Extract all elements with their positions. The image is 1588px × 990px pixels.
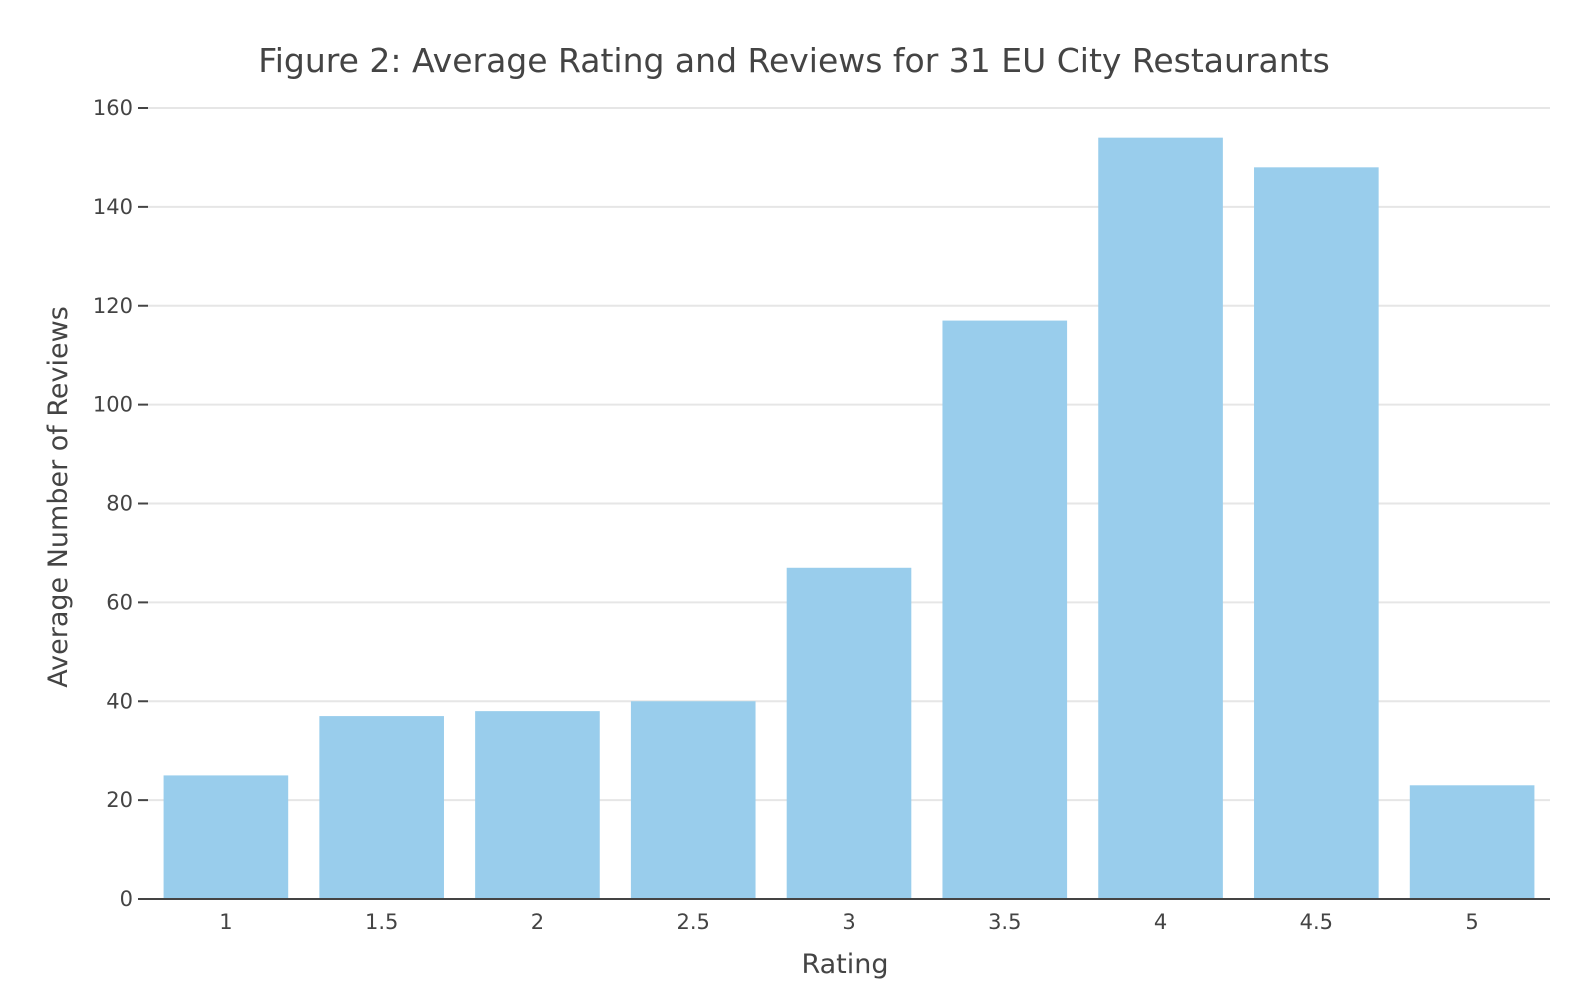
bar-5[interactable] — [1409, 785, 1535, 899]
bar-2[interactable] — [475, 711, 600, 899]
x-tick-label: 4.5 — [1300, 910, 1333, 934]
y-tick-label: 60 — [106, 590, 133, 614]
y-tick-label: 160 — [93, 96, 133, 120]
bars — [163, 137, 1535, 900]
bar-2.5[interactable] — [630, 701, 756, 899]
x-tick-label: 5 — [1465, 910, 1478, 934]
y-tick-label: 140 — [93, 195, 133, 219]
x-tick-labels: 1 1.5 2 2.5 3 3.5 4 4.5 5 — [219, 910, 1479, 934]
y-tick-label: 80 — [106, 492, 133, 516]
bar-3[interactable] — [786, 567, 912, 899]
x-tick-label: 1 — [219, 910, 232, 934]
y-tick-labels: 0 20 40 60 80 100 120 140 160 — [93, 96, 148, 911]
y-tick-label: 100 — [93, 393, 133, 417]
bar-1.5[interactable] — [319, 716, 444, 899]
x-tick-label: 1.5 — [365, 910, 398, 934]
y-axis-title: Average Number of Reviews — [43, 306, 74, 688]
bar-4[interactable] — [1098, 137, 1223, 900]
bar-4.5[interactable] — [1254, 167, 1379, 899]
x-axis-title: Rating — [801, 949, 888, 980]
chart-title: Figure 2: Average Rating and Reviews for… — [258, 41, 1330, 80]
y-tick-label: 40 — [106, 689, 133, 713]
y-tick-label: 0 — [120, 887, 133, 911]
x-tick-label: 3.5 — [988, 910, 1021, 934]
y-tick-label: 120 — [93, 294, 133, 318]
x-tick-label: 3 — [842, 910, 855, 934]
x-tick-label: 4 — [1154, 910, 1167, 934]
bar-3.5[interactable] — [942, 320, 1068, 899]
y-tick-label: 20 — [106, 788, 133, 812]
x-tick-label: 2 — [531, 910, 544, 934]
x-tick-label: 2.5 — [677, 910, 710, 934]
bar-1[interactable] — [163, 775, 289, 899]
